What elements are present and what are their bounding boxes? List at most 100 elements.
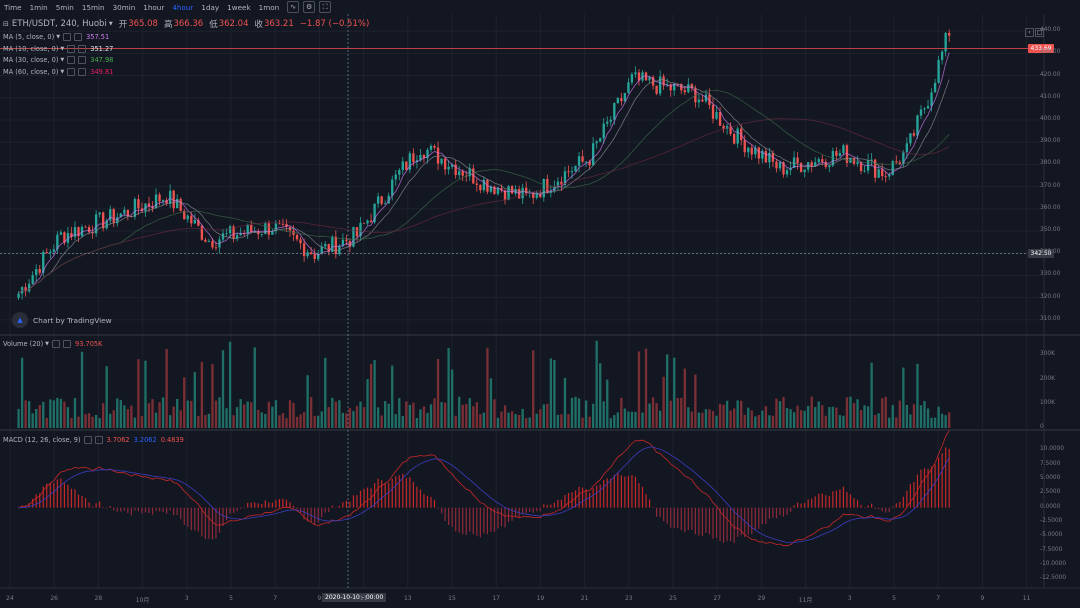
eye-icon[interactable] — [67, 67, 76, 76]
macd-histogram-bar — [920, 469, 922, 508]
volume-tick-label: 300K — [1040, 351, 1055, 358]
macd-histogram-bar — [715, 507, 718, 538]
candle — [123, 209, 126, 214]
candle — [750, 147, 753, 155]
volume-bar — [704, 409, 708, 428]
macd-histogram-bar — [592, 488, 594, 508]
macd-histogram-bar — [176, 507, 178, 515]
macd-histogram-bar — [849, 494, 852, 508]
tf-5min[interactable]: 5min — [55, 2, 74, 12]
tf-time[interactable]: Time — [4, 2, 22, 12]
macd-histogram-bar — [236, 507, 238, 512]
macd-histogram-bar — [123, 507, 125, 511]
volume-bar — [546, 403, 549, 428]
candle — [669, 84, 672, 91]
candle — [581, 156, 584, 162]
candle — [292, 230, 295, 235]
collapse-pane-icon[interactable]: ‹ — [1025, 28, 1034, 37]
macd-histogram-bar — [381, 480, 383, 508]
chevron-down-icon[interactable]: ▼ — [60, 57, 65, 63]
candle — [549, 190, 553, 193]
close-icon[interactable] — [74, 33, 83, 41]
tf-15min[interactable]: 15min — [81, 2, 105, 12]
macd-histogram-bar — [158, 507, 161, 512]
chevron-down-icon[interactable]: ▼ — [60, 45, 65, 52]
candle — [472, 168, 475, 184]
volume-bar — [532, 350, 535, 428]
volume-bar — [299, 414, 302, 428]
fullscreen-icon[interactable]: ⛶ — [319, 1, 332, 13]
tf-1min[interactable]: 1min — [29, 2, 48, 12]
macd-histogram-bar — [539, 507, 541, 512]
volume-bar — [436, 358, 440, 428]
candle — [814, 162, 817, 167]
macd-histogram-bar — [74, 489, 76, 508]
volume-bar — [888, 417, 891, 428]
close-icon[interactable] — [94, 436, 103, 444]
chevron-down-icon[interactable]: ▼ — [56, 34, 61, 40]
candle — [429, 145, 433, 150]
current-price-tag: 433.69 — [1028, 44, 1054, 53]
tf-1day[interactable]: 1day — [201, 2, 220, 12]
eye-icon[interactable] — [52, 340, 61, 348]
close-icon[interactable] — [63, 340, 72, 348]
settings-gear-icon[interactable]: ⚙ — [303, 1, 316, 13]
candle — [154, 194, 158, 209]
macd-histogram-bar — [53, 483, 55, 508]
ma10-value: 351.27 — [90, 44, 114, 53]
macd-histogram-bar — [856, 500, 859, 508]
volume-bar — [338, 400, 341, 428]
volume-bar — [489, 378, 493, 428]
collapse-icon[interactable]: ⊟ — [3, 20, 9, 28]
macd-histogram-bar — [789, 507, 792, 512]
ma5-label: MA (5, close, 0) — [3, 33, 55, 41]
chevron-down-icon[interactable]: ▼ — [60, 68, 65, 75]
candle — [380, 196, 383, 204]
chevron-down-icon[interactable]: ▼ — [45, 341, 50, 347]
chevron-down-icon[interactable]: ▼ — [108, 21, 113, 27]
tf-4hour[interactable]: 4hour — [172, 2, 194, 12]
macd-histogram-bar — [324, 507, 326, 513]
eye-icon[interactable] — [83, 436, 92, 444]
close-icon[interactable] — [78, 44, 87, 53]
watermark-text: Chart by TradingView — [33, 315, 112, 325]
volume-bar — [493, 399, 496, 428]
tf-1mon[interactable]: 1mon — [258, 2, 280, 12]
eye-icon[interactable] — [67, 44, 76, 53]
volume-bar — [556, 414, 560, 428]
eye-icon[interactable] — [63, 33, 72, 41]
tf-1hour[interactable]: 1hour — [143, 2, 165, 12]
macd-histogram-bar — [698, 507, 700, 536]
macd-histogram-bar — [282, 498, 284, 508]
volume-bar — [648, 403, 651, 428]
volume-bar — [119, 399, 122, 428]
date-tick-label: 11月 — [798, 597, 813, 604]
candle — [168, 190, 172, 204]
candle — [38, 269, 41, 273]
volume-bar — [722, 404, 725, 428]
tf-30min[interactable]: 30min — [112, 2, 136, 12]
tf-1week[interactable]: 1week — [227, 2, 251, 12]
close-icon[interactable] — [78, 67, 87, 76]
macd-histogram-bar — [243, 507, 245, 508]
maximize-pane-icon[interactable]: □ — [1035, 28, 1044, 37]
eye-icon[interactable] — [67, 56, 76, 64]
macd-histogram-bar — [867, 505, 869, 508]
macd-histogram-bar — [888, 507, 890, 513]
candle — [45, 251, 48, 253]
candle — [436, 147, 440, 164]
candle — [327, 244, 330, 252]
close-icon[interactable] — [78, 56, 87, 64]
candle — [331, 236, 334, 252]
volume-bar — [824, 415, 827, 428]
candle — [905, 143, 909, 153]
candle — [859, 162, 863, 171]
candle — [461, 171, 464, 176]
volume-bar — [525, 418, 528, 428]
ma30-value: 347.98 — [90, 56, 114, 64]
indicator-icon[interactable]: ∿ — [287, 1, 300, 13]
candle — [648, 77, 651, 81]
volume-bar — [870, 362, 873, 428]
volume-bar — [940, 413, 944, 428]
